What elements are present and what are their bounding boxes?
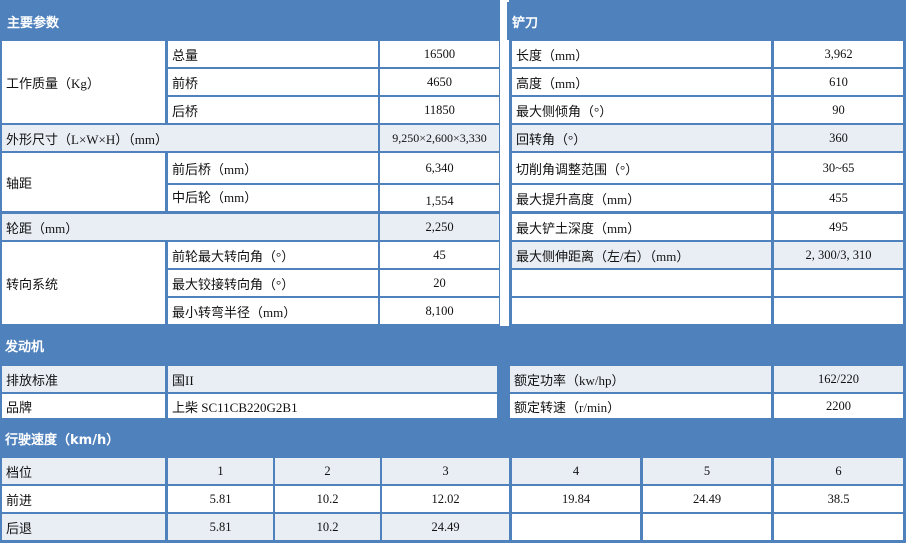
param-value: 1,554 — [380, 185, 499, 211]
track-label: 轮距（mm） — [2, 214, 378, 240]
param-label: 前后桥（mm） — [168, 153, 378, 183]
forward-label: 前进 — [2, 486, 165, 512]
engine-label: 排放标准 — [2, 366, 165, 392]
param-label: 后桥 — [168, 97, 378, 123]
gear-number: 3 — [382, 458, 509, 484]
blade-value: 610 — [774, 69, 903, 95]
blade-value: 495 — [774, 214, 903, 240]
empty-cell — [512, 270, 771, 296]
blade-value: 455 — [774, 185, 903, 211]
engine-value: 2200 — [774, 394, 903, 418]
blade-label: 最大提升高度（mm） — [512, 185, 771, 211]
blade-value: 3,962 — [774, 41, 903, 67]
blade-label: 切削角调整范围（°） — [512, 153, 771, 183]
section-title-blade: 铲刀 — [507, 2, 905, 40]
reverse-speed: 10.2 — [275, 514, 380, 540]
reverse-speed — [643, 514, 771, 540]
engine-value: 国II — [168, 366, 497, 392]
empty-cell — [512, 298, 771, 324]
gear-number: 4 — [512, 458, 640, 484]
param-value: 20 — [380, 270, 499, 296]
engine-label: 额定转速（r/min） — [510, 394, 771, 418]
param-value: 45 — [380, 242, 499, 268]
engine-label: 额定功率（kw/hp） — [510, 366, 771, 392]
forward-speed: 10.2 — [275, 486, 380, 512]
section-title-engine: 发动机 — [5, 340, 45, 355]
engine-value: 162/220 — [774, 366, 903, 392]
divider — [500, 0, 509, 326]
dimensions-label: 外形尺寸（L×W×H）（mm） — [2, 125, 378, 151]
forward-speed: 12.02 — [382, 486, 509, 512]
param-value: 6,340 — [380, 153, 499, 183]
steering-label: 转向系统 — [2, 242, 165, 324]
param-label: 前轮最大转向角（°） — [168, 242, 378, 268]
param-label: 总量 — [168, 41, 378, 67]
blade-label: 最大侧倾角（°） — [512, 97, 771, 123]
gear-label: 档位 — [2, 458, 165, 484]
blade-label: 长度（mm） — [512, 41, 771, 67]
param-label: 前桥 — [168, 69, 378, 95]
engine-label: 品牌 — [2, 394, 165, 418]
section-title-main: 主要参数 — [2, 2, 499, 40]
gear-number: 2 — [275, 458, 380, 484]
dimensions-value: 9,250×2,600×3,330 — [380, 125, 499, 151]
weight-label: 工作质量（Kg） — [2, 41, 165, 123]
empty-cell — [774, 270, 903, 296]
blade-value: 2, 300/3, 310 — [774, 242, 903, 268]
forward-speed: 19.84 — [512, 486, 640, 512]
wheelbase-label: 轴距 — [2, 153, 165, 211]
param-label: 最小转弯半径（mm） — [168, 298, 378, 324]
gear-number: 5 — [643, 458, 771, 484]
forward-speed: 24.49 — [643, 486, 771, 512]
param-label: 最大铰接转向角（°） — [168, 270, 378, 296]
blade-value: 90 — [774, 97, 903, 123]
section-title-speed: 行驶速度（km/h） — [5, 432, 120, 448]
param-label: 中后轮（mm） — [168, 185, 378, 211]
gear-number: 1 — [168, 458, 273, 484]
forward-speed: 38.5 — [774, 486, 903, 512]
empty-cell — [774, 298, 903, 324]
blade-label: 最大铲土深度（mm） — [512, 214, 771, 240]
track-value: 2,250 — [380, 214, 499, 240]
blade-label: 最大侧伸距离（左/右）（mm） — [512, 242, 771, 268]
engine-value: 上柴 SC11CB220G2B1 — [168, 394, 497, 418]
param-value: 8,100 — [380, 298, 499, 324]
blade-label: 回转角（°） — [512, 125, 771, 151]
reverse-speed — [774, 514, 903, 540]
blade-value: 360 — [774, 125, 903, 151]
gear-number: 6 — [774, 458, 903, 484]
forward-speed: 5.81 — [168, 486, 273, 512]
param-value: 11850 — [380, 97, 499, 123]
reverse-speed: 5.81 — [168, 514, 273, 540]
reverse-speed: 24.49 — [382, 514, 509, 540]
reverse-label: 后退 — [2, 514, 165, 540]
blade-label: 高度（mm） — [512, 69, 771, 95]
blade-value: 30~65 — [774, 153, 903, 183]
param-value: 16500 — [380, 41, 499, 67]
param-value: 4650 — [380, 69, 499, 95]
reverse-speed — [512, 514, 640, 540]
